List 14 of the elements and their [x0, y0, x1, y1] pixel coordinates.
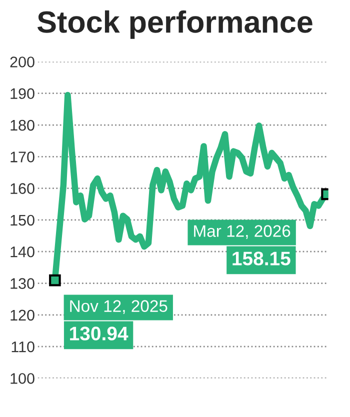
y-tick-label: 160 [10, 183, 34, 194]
chart-title: Stock performance [37, 10, 312, 39]
y-tick-label: 130 [10, 278, 34, 289]
y-tick-label: 120 [10, 310, 34, 321]
y-tick-label: 150 [10, 214, 34, 226]
y-tick-label: 170 [10, 152, 34, 162]
y-tick-label: 100 [10, 373, 34, 384]
y-tick-label: 140 [10, 246, 34, 258]
y-tick-label: 110 [12, 341, 34, 352]
annotation: Mar 12, 2026 158.15 [194, 225, 290, 266]
y-tick-label: 190 [10, 88, 34, 100]
y-tick-label: 180 [10, 120, 34, 131]
annotation: Nov 12, 2025 130.94 [70, 300, 168, 340]
y-tick-label: 200 [10, 56, 34, 68]
